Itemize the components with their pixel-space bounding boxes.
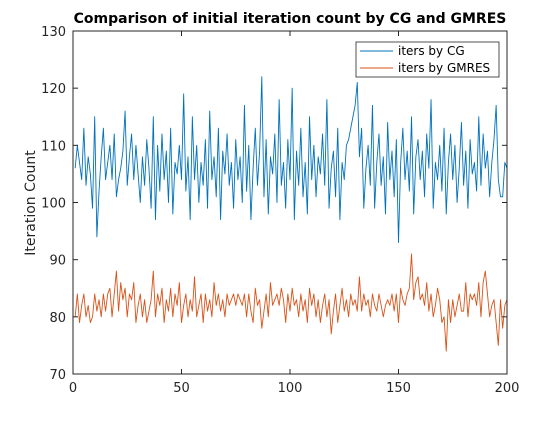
- y-axis-label: Iteration Count: [23, 150, 39, 256]
- x-tick-label: 200: [495, 381, 520, 396]
- legend: iters by CG iters by GMRES: [356, 42, 499, 77]
- y-tick-label: 120: [41, 82, 66, 97]
- y-tick-label: 110: [41, 139, 66, 154]
- chart-title: Comparison of initial iteration count by…: [74, 11, 507, 27]
- legend-label-cg: iters by CG: [398, 44, 465, 58]
- y-tick-label: 100: [41, 197, 66, 212]
- y-tick-label: 80: [49, 311, 66, 326]
- y-tick-label: 90: [49, 254, 66, 269]
- x-tick-label: 100: [278, 381, 303, 396]
- legend-label-gmres: iters by GMRES: [398, 61, 490, 75]
- y-tick-label: 70: [49, 368, 66, 383]
- x-tick-label: 0: [69, 381, 77, 396]
- x-tick-label: 150: [386, 381, 411, 396]
- y-tick-label: 130: [41, 25, 66, 40]
- x-tick-label: 50: [173, 381, 190, 396]
